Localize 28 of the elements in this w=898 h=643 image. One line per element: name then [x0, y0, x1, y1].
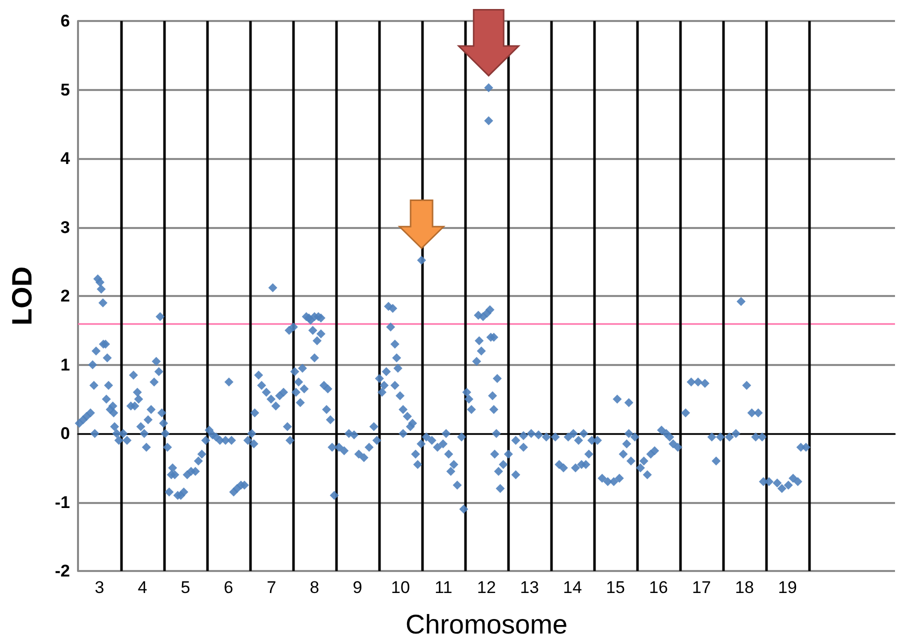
y-tick-label: 1 — [60, 355, 70, 374]
x-tick-label: 15 — [606, 578, 625, 597]
x-tick-label: 11 — [434, 578, 452, 597]
y-tick-label: 2 — [60, 286, 70, 306]
x-tick-label: 16 — [649, 578, 668, 597]
x-axis-title: Chromosome — [405, 610, 568, 640]
y-tick-label: 4 — [60, 149, 71, 168]
x-tick-label: 13 — [520, 578, 539, 597]
x-tick-label: 14 — [563, 578, 582, 597]
x-tick-label: 12 — [477, 578, 496, 597]
y-axis-title: LOD — [6, 266, 38, 326]
x-tick-label: 19 — [778, 578, 797, 597]
x-tick-label: 8 — [310, 578, 320, 597]
x-tick-label: 4 — [138, 578, 148, 597]
y-tick-label: 6 — [60, 12, 70, 30]
x-tick-label: 3 — [94, 578, 104, 597]
y-tick-label: 5 — [60, 80, 70, 100]
y-tick-label: 0 — [60, 424, 70, 443]
y-tick-label: -1 — [54, 492, 70, 512]
x-tick-label: 17 — [692, 578, 711, 597]
x-tick-label: 5 — [180, 578, 190, 597]
y-tick-label: 3 — [60, 218, 70, 237]
x-tick-label: 6 — [224, 578, 234, 597]
x-tick-label: 18 — [735, 578, 754, 597]
x-tick-label: 9 — [352, 578, 362, 597]
x-tick-label: 10 — [391, 578, 410, 597]
y-tick-label: -2 — [54, 562, 70, 580]
x-tick-label: 7 — [266, 578, 276, 597]
